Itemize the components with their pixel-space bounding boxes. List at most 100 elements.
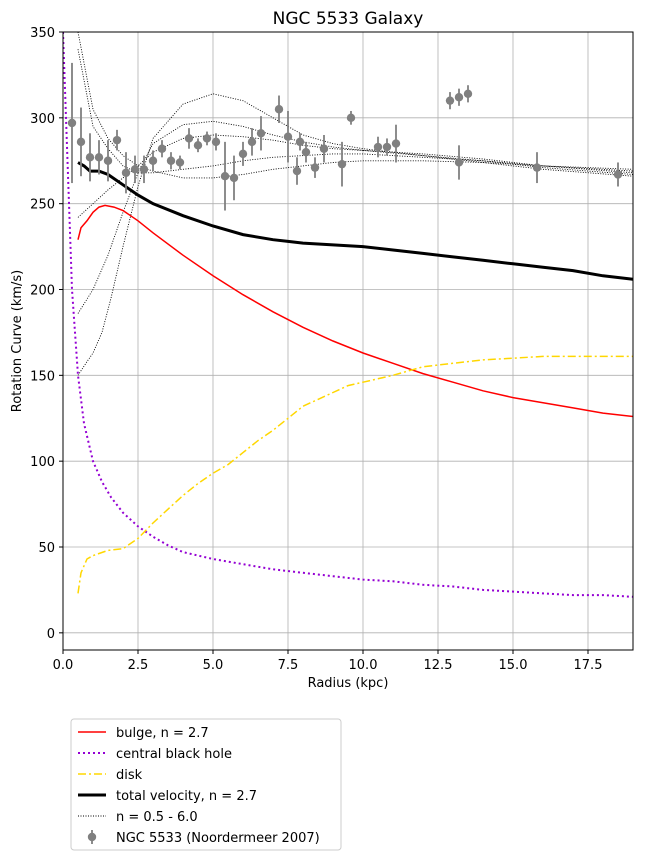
data-point [373, 136, 383, 158]
legend-label: disk [116, 768, 143, 783]
data-marker [202, 134, 212, 143]
data-point [283, 110, 293, 163]
legend-item: disk [78, 768, 143, 783]
legend-label: bulge, n = 2.7 [116, 726, 209, 741]
data-marker [256, 129, 266, 138]
data-marker [463, 89, 473, 99]
data-point [445, 92, 455, 110]
data-point [121, 152, 131, 194]
y-tick-label: 250 [30, 198, 55, 213]
data-point [238, 141, 248, 166]
data-marker [532, 163, 542, 172]
x-tick-label: 12.5 [424, 658, 453, 673]
data-point [295, 133, 305, 151]
data-point [454, 145, 464, 180]
data-marker [193, 141, 203, 150]
y-tick-label: 150 [30, 369, 55, 384]
data-marker [157, 144, 167, 153]
data-marker [454, 93, 464, 102]
data-marker [112, 135, 122, 145]
data-marker [391, 139, 401, 148]
legend-item: NGC 5533 (Noordermeer 2007) [87, 830, 320, 846]
legend-item: n = 0.5 - 6.0 [78, 810, 198, 825]
legend-label: n = 0.5 - 6.0 [116, 810, 198, 825]
data-marker [220, 172, 230, 181]
data-marker [274, 105, 284, 114]
data-point [247, 128, 257, 156]
y-tick-label: 50 [38, 541, 55, 556]
x-tick-label: 17.5 [574, 658, 603, 673]
data-marker [175, 158, 185, 167]
data-marker [445, 96, 455, 105]
legend-frame [70, 718, 342, 851]
data-point [274, 95, 284, 123]
data-point [67, 62, 77, 184]
x-tick-label: 15.0 [499, 658, 528, 673]
data-marker [238, 149, 248, 159]
data-marker [346, 113, 356, 123]
data-marker [295, 137, 305, 147]
data-marker [85, 153, 95, 162]
y-tick-label: 0 [47, 627, 55, 642]
data-point [76, 107, 86, 177]
data-point [166, 152, 176, 170]
data-point [94, 140, 104, 175]
data-point [184, 128, 194, 149]
series-line-2 [77, 355, 633, 594]
legend-item: bulge, n = 2.7 [78, 726, 209, 741]
data-marker [166, 156, 176, 165]
series-n-range-line [77, 134, 633, 218]
data-marker [613, 170, 623, 179]
data-marker [292, 166, 302, 176]
data-point [130, 155, 140, 184]
x-axis-label: Radius (kpc) [308, 676, 389, 691]
y-tick-label: 350 [30, 26, 55, 41]
y-tick-label: 300 [30, 112, 55, 127]
data-marker [103, 156, 113, 165]
series-n-range-line [77, 32, 633, 179]
data-marker [229, 173, 239, 183]
data-marker [184, 134, 194, 143]
legend-item: total velocity, n = 2.7 [78, 789, 257, 804]
legend-label: central black hole [116, 747, 232, 762]
y-axis: 0 50 100 150 200 250 300 350 [30, 26, 63, 642]
data-marker [148, 156, 158, 165]
data-point [193, 138, 203, 153]
legend-label: total velocity, n = 2.7 [116, 789, 257, 804]
data-point [220, 141, 230, 211]
data-point [346, 110, 356, 125]
legend-label: NGC 5533 (Noordermeer 2007) [116, 831, 320, 846]
data-point [85, 133, 95, 182]
data-point [532, 152, 542, 184]
data-point [613, 162, 623, 187]
data-point [256, 116, 266, 151]
data-point [148, 150, 158, 172]
series-line-0 [77, 204, 633, 418]
chart-title: NGC 5533 Galaxy [273, 9, 424, 29]
data-marker [373, 142, 383, 152]
x-tick-label: 10.0 [349, 658, 378, 673]
data-marker [130, 165, 140, 174]
plot-frame [62, 31, 634, 651]
x-tick-label: 2.5 [128, 658, 149, 673]
data-marker [139, 165, 149, 174]
data-point [454, 88, 464, 106]
data-point [211, 133, 221, 151]
data-marker [382, 142, 392, 152]
x-tick-label: 0.0 [53, 658, 74, 673]
data-marker [301, 147, 311, 157]
data-point [175, 155, 185, 170]
data-marker [94, 153, 104, 162]
y-axis-label: Rotation Curve (km/s) [10, 270, 25, 412]
y-tick-label: 200 [30, 284, 55, 299]
data-marker [454, 158, 464, 167]
data-marker [121, 168, 131, 177]
data-marker [211, 137, 221, 147]
series-line-1 [63, 32, 633, 598]
data-point [382, 138, 392, 156]
legend-swatch-marker [87, 832, 97, 842]
data-point [391, 124, 401, 163]
data-marker [67, 118, 77, 128]
legend-item: central black hole [78, 747, 232, 762]
